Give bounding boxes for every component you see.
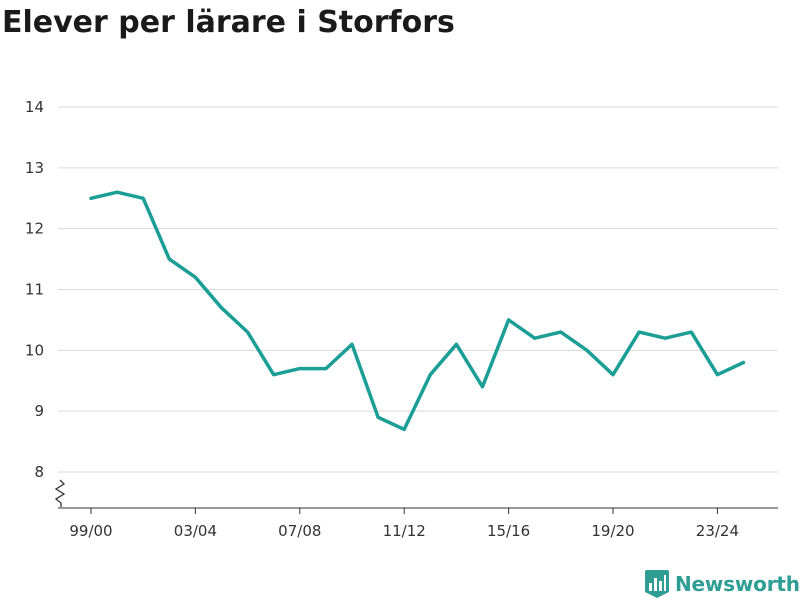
y-tick-label: 8 [34, 463, 44, 481]
series-line [89, 190, 746, 432]
x-tick-label: 07/08 [278, 522, 321, 540]
y-tick-label: 11 [25, 281, 44, 299]
x-tick-label: 03/04 [174, 522, 217, 540]
y-tick-label: 14 [25, 98, 44, 116]
newsworthy-logo-icon [645, 570, 669, 598]
x-tick-label: 23/24 [696, 522, 739, 540]
x-tick-label: 99/00 [69, 522, 112, 540]
chart-title: Elever per lärare i Storfors [2, 5, 455, 40]
x-tick-label: 15/16 [487, 522, 530, 540]
x-tick-label: 11/12 [383, 522, 426, 540]
brand-logo: Newsworthy [645, 568, 800, 600]
axis-break-icon [54, 479, 66, 507]
y-tick-label: 9 [34, 402, 44, 420]
brand-name: Newsworthy [675, 572, 800, 596]
y-tick-label: 10 [25, 341, 44, 359]
y-tick-label: 13 [25, 159, 44, 177]
x-tick-label: 19/20 [591, 522, 634, 540]
y-tick-label: 12 [25, 220, 44, 238]
